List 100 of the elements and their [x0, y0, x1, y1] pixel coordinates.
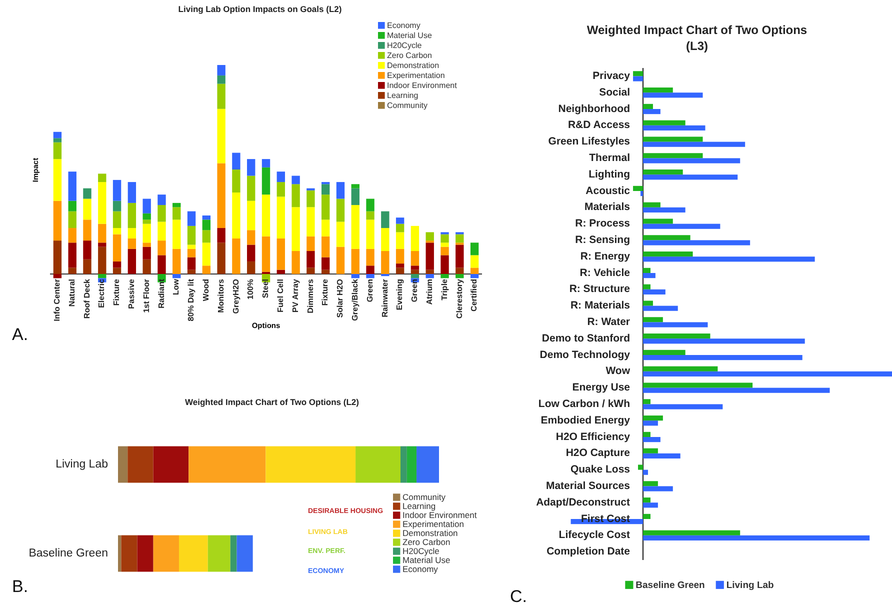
bar — [643, 388, 830, 393]
legend-label: Material Use — [387, 31, 432, 40]
bar — [336, 246, 345, 274]
y-tick-label: R: Water — [587, 316, 630, 328]
y-tick-label: R&D Access — [568, 119, 630, 132]
bar — [396, 264, 404, 268]
y-tick-label: Adapt/Deconstruct — [536, 496, 630, 508]
bar — [172, 220, 181, 249]
x-tick-label: Grey/Black — [350, 278, 360, 321]
bar — [366, 211, 374, 220]
bar — [172, 274, 181, 278]
bar — [53, 159, 62, 201]
bar — [470, 268, 479, 274]
bar — [158, 240, 166, 256]
y-tick-label: Social — [599, 86, 630, 98]
legend-label: Learning — [402, 501, 436, 511]
bar — [381, 211, 390, 228]
bar — [410, 266, 420, 270]
bar — [232, 170, 240, 192]
bar — [68, 172, 76, 201]
bar — [247, 261, 256, 274]
bar — [292, 251, 300, 274]
bar — [396, 218, 404, 224]
bar — [98, 224, 106, 243]
bar — [158, 222, 166, 241]
bar — [643, 399, 650, 404]
bar — [643, 207, 686, 212]
bar — [643, 256, 815, 262]
bar — [276, 172, 285, 182]
bar — [262, 236, 270, 272]
bar — [470, 274, 479, 278]
bar — [351, 274, 360, 278]
bar — [158, 194, 166, 206]
bar — [53, 142, 62, 160]
bar — [643, 268, 650, 273]
bar — [643, 158, 740, 164]
bar — [440, 255, 449, 274]
bar — [416, 446, 439, 483]
bar — [128, 248, 136, 274]
bar — [643, 453, 680, 458]
x-tick-label: Atrium — [424, 279, 434, 305]
bar — [381, 251, 390, 274]
bar — [440, 274, 449, 278]
x-tick-label: Radiant — [156, 278, 166, 308]
bar — [137, 535, 154, 572]
bar — [366, 248, 374, 266]
bar — [172, 207, 181, 220]
bar — [121, 535, 138, 572]
bar — [643, 252, 693, 257]
y-tick-label: R: Sensing — [575, 234, 630, 246]
bar — [643, 338, 805, 344]
bar — [158, 205, 166, 222]
bar — [456, 274, 464, 278]
legend-label: Demonstration — [387, 61, 440, 70]
y-tick-label: Demo to Stanford — [542, 332, 630, 344]
bar — [351, 248, 360, 274]
bar — [217, 228, 226, 243]
bar — [400, 446, 407, 483]
chart-title: Living Lab Option Impacts on Goals (L2) — [178, 4, 342, 14]
x-tick-label: Green — [365, 278, 374, 302]
x-tick-label: 1st Floor — [142, 279, 151, 313]
bar — [643, 136, 703, 142]
bar — [153, 535, 179, 572]
bar — [643, 366, 718, 372]
y-tick-label: R: Vehicle — [580, 266, 630, 279]
bar — [202, 215, 211, 220]
bar — [187, 226, 196, 245]
bar — [366, 266, 374, 274]
bar — [643, 382, 753, 388]
bar — [172, 202, 181, 208]
bar — [410, 251, 420, 266]
bar — [292, 184, 300, 208]
y-tick-label: Demo Technology — [540, 348, 630, 361]
bar — [202, 230, 211, 243]
bar — [396, 268, 404, 274]
y-tick-label: Wow — [606, 365, 631, 378]
bar — [262, 167, 270, 195]
legend-label: Experimentation — [402, 519, 464, 529]
bar — [643, 432, 650, 437]
legend-label: Economy — [387, 21, 420, 30]
bar — [178, 535, 208, 572]
bar — [53, 274, 62, 278]
legend-label: Economy — [402, 564, 439, 574]
bar — [68, 200, 76, 212]
bar — [98, 182, 106, 224]
bar — [406, 446, 417, 483]
x-tick-label: Triple — [440, 278, 449, 300]
x-tick-label: 80% Day lit — [186, 278, 196, 322]
bar — [643, 334, 710, 339]
bar — [426, 274, 434, 278]
bar — [633, 76, 643, 82]
bar — [366, 274, 374, 278]
x-tick-label: 100% — [246, 279, 256, 300]
legend-label: Zero Carbon — [387, 51, 432, 60]
bar — [112, 268, 122, 274]
bar — [230, 535, 237, 572]
bar — [410, 270, 420, 274]
bar — [98, 246, 106, 274]
bar — [351, 184, 360, 188]
bar — [292, 176, 300, 184]
